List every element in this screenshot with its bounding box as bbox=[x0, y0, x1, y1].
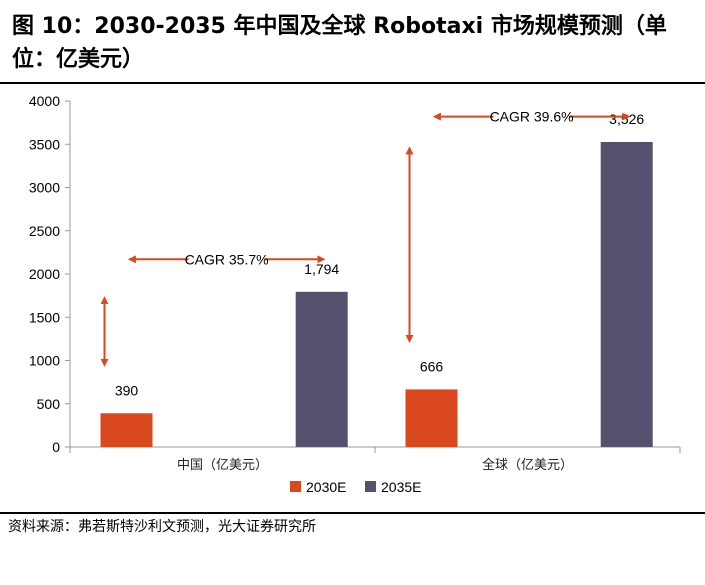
data-label: 1,794 bbox=[304, 261, 339, 277]
cagr-label: CAGR 39.6% bbox=[490, 109, 574, 125]
category-label: 中国（亿美元） bbox=[177, 458, 268, 473]
category-labels: 中国（亿美元） 全球（亿美元） bbox=[177, 457, 573, 473]
cagr-label-bg bbox=[188, 250, 265, 269]
y-axis-ticks: 0 500 1000 1500 2000 2500 3000 3500 4000 bbox=[29, 93, 70, 455]
y-tick-label: 3000 bbox=[29, 180, 60, 196]
y-tick-label: 1500 bbox=[29, 309, 60, 325]
bottom-divider bbox=[0, 512, 705, 514]
annotations: CAGR 35.7% CAGR 39.6% bbox=[100, 107, 631, 367]
legend-swatch-2035E bbox=[365, 481, 376, 492]
y-tick-label: 0 bbox=[52, 439, 60, 455]
bar-2030E-1 bbox=[405, 389, 458, 447]
y-tick-label: 4000 bbox=[29, 93, 60, 109]
data-label: 3,526 bbox=[609, 111, 644, 127]
bar-2035E-1 bbox=[600, 142, 653, 447]
data-label: 390 bbox=[115, 382, 139, 398]
legend: 2030E 2035E bbox=[290, 479, 421, 495]
legend-label: 2030E bbox=[306, 479, 346, 495]
cagr-label: CAGR 35.7% bbox=[185, 251, 269, 267]
y-tick-label: 500 bbox=[37, 396, 61, 412]
data-label: 666 bbox=[420, 358, 444, 374]
source-note: 资料来源：弗若斯特沙利文预测，光大证券研究所 bbox=[8, 519, 316, 535]
chart-title: 图 10：2030-2035 年中国及全球 Robotaxi 市场规模预测（单位… bbox=[12, 14, 667, 72]
cagr-label-bg bbox=[493, 107, 570, 126]
bar-2035E-0 bbox=[295, 291, 348, 447]
bars bbox=[100, 142, 653, 447]
category-label: 全球（亿美元） bbox=[482, 457, 573, 473]
y-tick-label: 2500 bbox=[29, 223, 60, 239]
top-divider bbox=[0, 82, 705, 84]
y-tick-label: 2000 bbox=[29, 266, 60, 282]
y-tick-label: 3500 bbox=[29, 136, 60, 152]
legend-swatch-2030E bbox=[290, 481, 301, 492]
bar-2030E-0 bbox=[100, 413, 153, 447]
y-tick-label: 1000 bbox=[29, 353, 60, 369]
data-labels: 390 1,794 666 3,526 bbox=[115, 111, 645, 398]
legend-label: 2035E bbox=[381, 479, 421, 495]
axes bbox=[69, 101, 681, 453]
